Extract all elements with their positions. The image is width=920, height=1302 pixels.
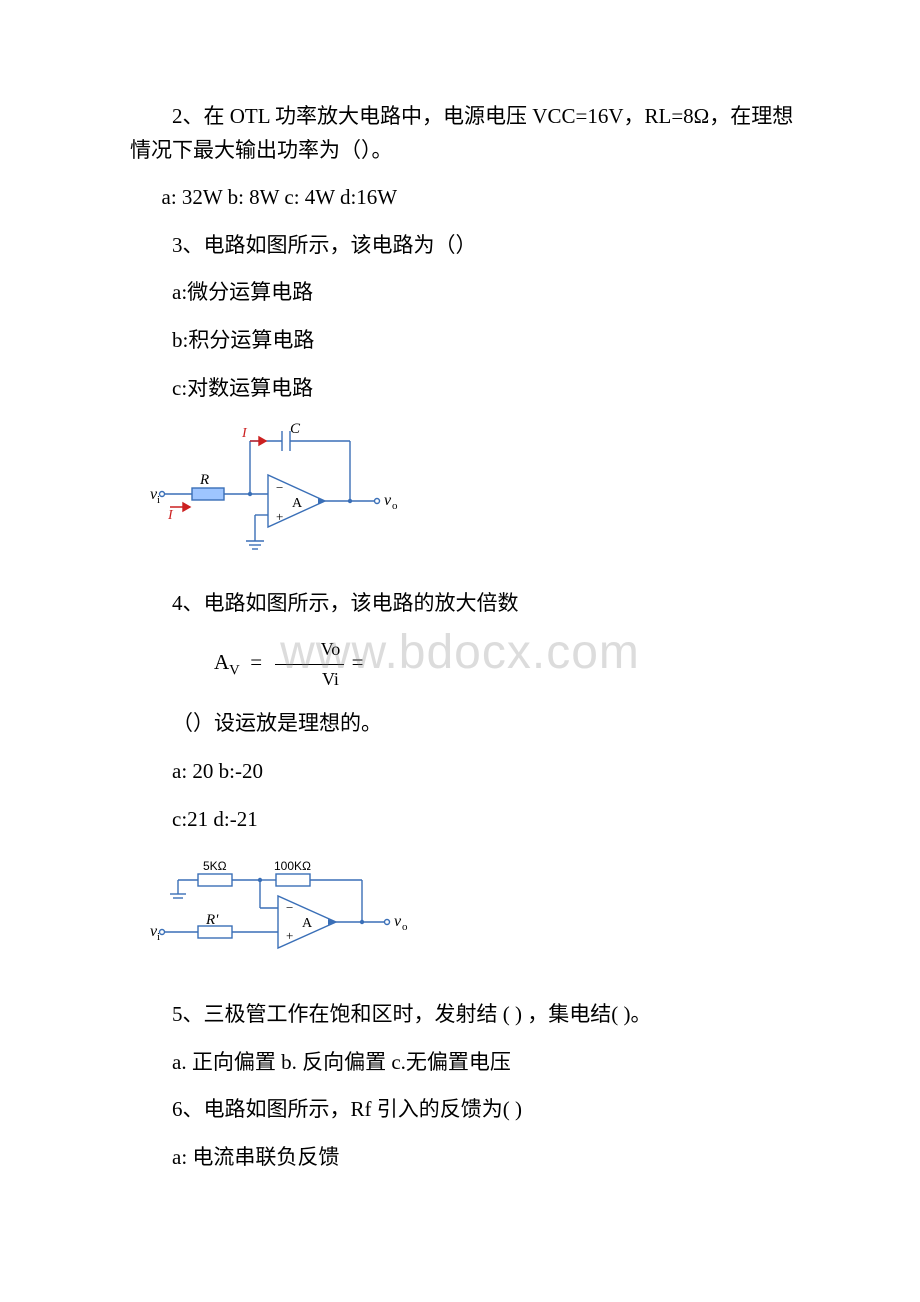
svg-text:5KΩ: 5KΩ (203, 859, 227, 873)
q4-text: 4、电路如图所示，该电路的放大倍数 (130, 587, 810, 621)
q5-text: 5、三极管工作在饱和区时，发射结 ( ) ，集电结( )。 (130, 998, 810, 1032)
svg-text:A: A (292, 496, 303, 511)
q3-opt-b: b:积分运算电路 (130, 324, 810, 358)
svg-text:i: i (157, 931, 160, 943)
circuit-diagram-1: v i R I I C − + A v o (150, 419, 810, 559)
q4-av: A (214, 650, 229, 674)
svg-text:I: I (241, 426, 248, 441)
q4-eq2: = (352, 650, 364, 674)
q4-opt-a: a: 20 b:-20 (130, 755, 810, 789)
q3-opt-c: c:对数运算电路 (130, 372, 810, 406)
q4-formula: AV = Vo Vi = (130, 635, 810, 694)
q4-vi: Vi (275, 665, 345, 694)
svg-text:−: − (276, 480, 283, 495)
q5-options: a. 正向偏置 b. 反向偏置 c.无偏置电压 (130, 1046, 810, 1080)
q6-text: 6、电路如图所示，Rf 引入的反馈为( ) (130, 1093, 810, 1127)
svg-text:−: − (286, 900, 293, 915)
svg-text:C: C (290, 421, 301, 437)
svg-text:i: i (157, 494, 160, 506)
svg-text:v: v (394, 913, 402, 930)
q4-note: （）设运放是理想的。 (130, 707, 810, 741)
svg-text:R': R' (205, 912, 219, 928)
q4-opt-b: c:21 d:-21 (130, 803, 810, 837)
svg-text:+: + (286, 928, 293, 943)
q6-opt-a: a: 电流串联负反馈 (130, 1141, 810, 1175)
q2-text: 2、在 OTL 功率放大电路中，电源电压 VCC=16V，RL=8Ω，在理想情况… (130, 100, 810, 167)
svg-text:+: + (276, 509, 283, 524)
q3-opt-a: a:微分运算电路 (130, 276, 810, 310)
q4-av-sub: V (229, 662, 240, 678)
svg-text:100KΩ: 100KΩ (274, 859, 311, 873)
svg-text:R: R (199, 472, 209, 488)
q4-vo: Vo (275, 635, 345, 665)
q2-options: a: 32W b: 8W c: 4W d:16W (130, 181, 810, 215)
svg-text:o: o (402, 921, 408, 933)
q4-eq1: = (250, 650, 262, 674)
svg-text:A: A (302, 916, 313, 931)
svg-text:v: v (384, 492, 392, 509)
circuit-diagram-2: 5KΩ 100KΩ v i R' − + A v o (150, 850, 810, 970)
svg-text:o: o (392, 500, 398, 512)
q3-text: 3、电路如图所示，该电路为（） (130, 229, 810, 263)
svg-text:I: I (167, 508, 174, 523)
